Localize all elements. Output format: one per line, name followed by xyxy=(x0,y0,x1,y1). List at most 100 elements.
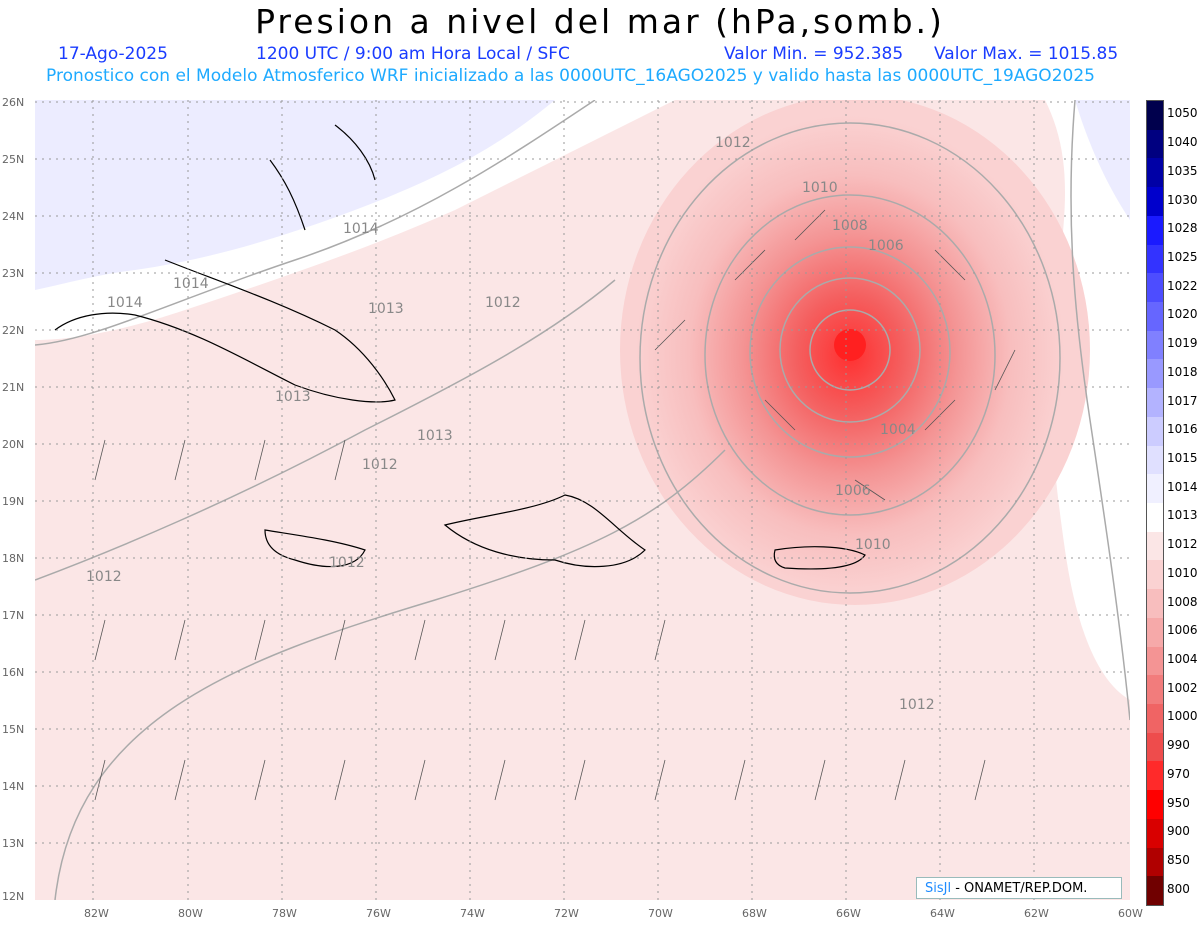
lon-tick: 66W xyxy=(836,907,861,920)
lon-tick: 72W xyxy=(554,907,579,920)
lat-tick: 23N xyxy=(2,267,25,280)
colorbar-label: 1028 xyxy=(1167,221,1198,236)
colorbar-segment xyxy=(1147,388,1163,418)
wind-barbs xyxy=(94,209,1016,801)
colorbar-segment xyxy=(1147,101,1163,131)
contour-label: 1010 xyxy=(855,537,891,553)
contour-label: 1004 xyxy=(880,422,916,438)
contour-labels: 1012 1010 1008 1006 1014 1014 1014 1013 … xyxy=(86,135,935,713)
map-title: Presion a nivel del mar (hPa,somb.) xyxy=(255,2,945,41)
forecast-date: 17-Ago-2025 xyxy=(58,44,168,64)
lon-tick: 80W xyxy=(178,907,203,920)
colorbar-label: 1025 xyxy=(1167,249,1198,264)
lon-tick: 70W xyxy=(648,907,673,920)
lon-tick: 64W xyxy=(930,907,955,920)
colorbar-label: 1010 xyxy=(1167,565,1198,580)
colorbar-label: 1050 xyxy=(1167,106,1198,121)
colorbar-label: 1012 xyxy=(1167,537,1198,552)
colorbar-segment xyxy=(1147,847,1163,877)
contour-label: 1012 xyxy=(899,697,935,713)
colorbar-label: 1016 xyxy=(1167,422,1198,437)
colorbar-segment xyxy=(1147,215,1163,246)
colorbar-segment xyxy=(1147,818,1163,849)
high-pressure-zone-northeast xyxy=(1075,100,1130,220)
colorbar-label: 900 xyxy=(1167,824,1190,839)
contour-label: 1012 xyxy=(362,457,398,473)
graticule xyxy=(35,100,1130,900)
lon-tick: 78W xyxy=(272,907,297,920)
colorbar-label: 800 xyxy=(1167,881,1190,896)
lat-tick: 12N xyxy=(2,890,25,903)
colorbar-segment xyxy=(1147,617,1163,648)
colorbar-segment xyxy=(1147,445,1163,475)
min-value: Valor Min. = 952.385 xyxy=(724,44,904,64)
lat-tick: 19N xyxy=(2,495,25,508)
contour-label: 1008 xyxy=(832,218,868,234)
colorbar-label: 950 xyxy=(1167,795,1190,810)
colorbar-label: 1006 xyxy=(1167,623,1198,638)
credit-org: - ONAMET/REP.DOM. xyxy=(951,881,1088,896)
colorbar-segment xyxy=(1147,503,1163,533)
colorbar-label: 1035 xyxy=(1167,163,1198,178)
colorbar-segment xyxy=(1147,876,1163,906)
pressure-colorbar xyxy=(1146,100,1164,906)
hurricane-eye xyxy=(834,329,866,361)
pressure-map: 1012 1010 1008 1006 1014 1014 1014 1013 … xyxy=(35,100,1130,900)
colorbar-label: 1015 xyxy=(1167,450,1198,465)
forecast-time: 1200 UTC / 9:00 am Hora Local / SFC xyxy=(256,44,570,64)
colorbar-segment xyxy=(1147,704,1163,734)
contour-label: 1012 xyxy=(715,135,751,151)
colorbar-segment xyxy=(1147,732,1163,762)
colorbar-segment xyxy=(1147,646,1163,676)
lon-tick: 62W xyxy=(1024,907,1049,920)
isobar-contours xyxy=(35,100,1130,900)
colorbar-label: 1030 xyxy=(1167,192,1198,207)
contour-label: 1012 xyxy=(86,569,122,585)
lat-tick: 25N xyxy=(2,153,25,166)
lon-tick: 68W xyxy=(742,907,767,920)
colorbar-label: 1017 xyxy=(1167,393,1198,408)
lat-tick: 15N xyxy=(2,723,25,736)
colorbar-segment xyxy=(1147,531,1163,561)
colorbar-segment xyxy=(1147,416,1163,447)
colorbar-segment xyxy=(1147,302,1163,332)
colorbar-segment xyxy=(1147,244,1163,274)
colorbar-label: 1004 xyxy=(1167,651,1198,666)
colorbar-label: 970 xyxy=(1167,766,1190,781)
lat-tick: 20N xyxy=(2,438,25,451)
contour-label: 1014 xyxy=(107,295,143,311)
max-value: Valor Max. = 1015.85 xyxy=(934,44,1119,64)
colorbar-segment xyxy=(1147,560,1163,590)
lat-tick: 22N xyxy=(2,324,25,337)
sis-logo: SisJl xyxy=(925,881,952,896)
colorbar-segment xyxy=(1147,761,1163,791)
contour-label: 1012 xyxy=(485,295,521,311)
lat-tick: 14N xyxy=(2,780,25,793)
contour-label: 1013 xyxy=(417,428,453,444)
colorbar-label: 850 xyxy=(1167,852,1190,867)
high-pressure-zone-northwest xyxy=(35,100,555,290)
lat-tick: 24N xyxy=(2,210,25,223)
lat-tick: 18N xyxy=(2,552,25,565)
colorbar-segment xyxy=(1147,474,1163,504)
forecast-description: Pronostico con el Modelo Atmosferico WRF… xyxy=(46,66,1095,86)
colorbar-label: 1008 xyxy=(1167,594,1198,609)
contour-label: 1012 xyxy=(329,555,365,571)
lat-tick: 13N xyxy=(2,837,25,850)
lat-tick: 16N xyxy=(2,666,25,679)
colorbar-segment xyxy=(1147,273,1163,303)
colorbar-label: 1020 xyxy=(1167,307,1198,322)
colorbar-label: 1000 xyxy=(1167,709,1198,724)
colorbar-segment xyxy=(1147,129,1163,159)
colorbar-label: 1002 xyxy=(1167,680,1198,695)
colorbar-label: 1022 xyxy=(1167,278,1198,293)
colorbar-label: 1014 xyxy=(1167,479,1198,494)
lon-tick: 60W xyxy=(1118,907,1143,920)
contour-label: 1013 xyxy=(275,389,311,405)
colorbar-label: 1018 xyxy=(1167,364,1198,379)
colorbar-segment xyxy=(1147,158,1163,188)
colorbar-segment xyxy=(1147,675,1163,705)
colorbar-segment xyxy=(1147,330,1163,360)
colorbar-label: 990 xyxy=(1167,738,1190,753)
lon-tick: 74W xyxy=(460,907,485,920)
